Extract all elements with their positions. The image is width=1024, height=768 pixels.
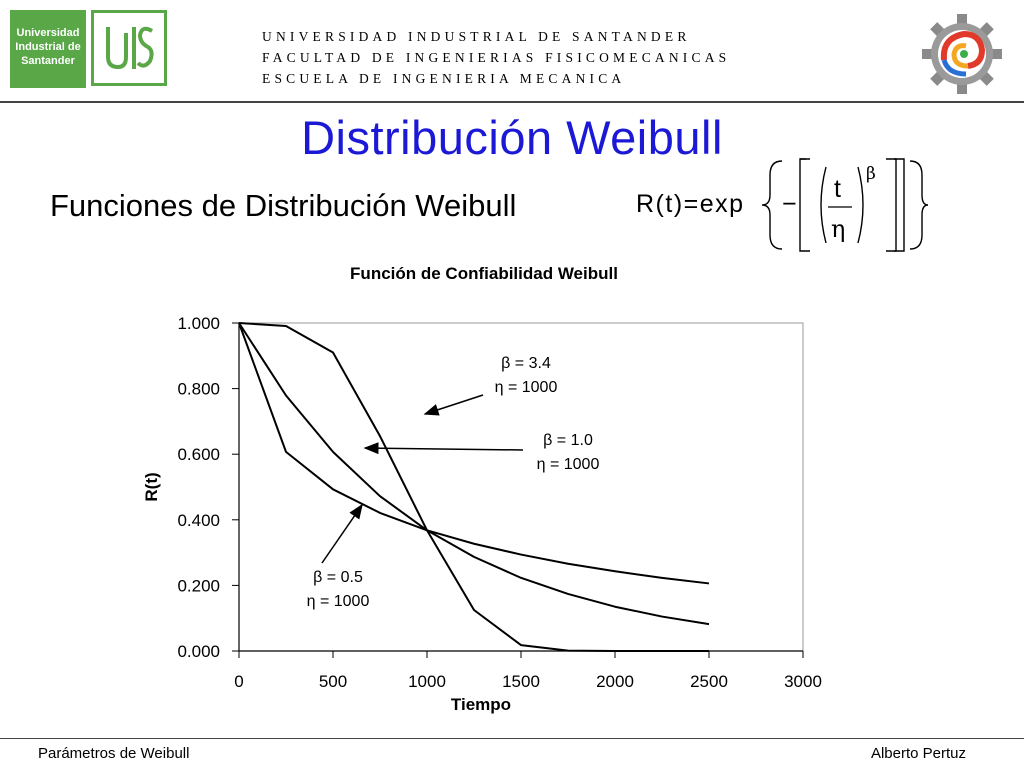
annotation-eta: η = 1000 — [495, 379, 558, 396]
formula-denominator: η — [831, 215, 845, 243]
footer-rule — [0, 738, 1024, 739]
x-tick-label: 2500 — [690, 672, 728, 691]
y-tick-label: 0.400 — [177, 511, 220, 530]
annotation-beta: β = 0.5 — [313, 569, 363, 586]
formula-numerator: t — [834, 175, 841, 203]
university-logo: Universidad Industrial de Santander — [10, 10, 86, 88]
annotation-eta: η = 1000 — [537, 456, 600, 473]
formula-outer-right-bracket — [894, 158, 905, 252]
uis-emblem-icon — [106, 26, 154, 70]
y-tick-label: 0.800 — [177, 380, 220, 399]
gear-icon — [922, 14, 1002, 94]
y-axis-label: R(t) — [142, 472, 161, 501]
formula-right-bracket — [886, 158, 897, 252]
annotation-arrow — [363, 442, 524, 455]
x-axis-label: Tiempo — [451, 695, 511, 714]
annotation-arrow — [321, 503, 363, 564]
y-tick-label: 0.000 — [177, 642, 220, 661]
institution-line-3: ESCUELA DE INGENIERIA MECANICA — [262, 71, 626, 86]
institution-header: UNIVERSIDAD INDUSTRIAL DE SANTANDER FACU… — [262, 26, 742, 89]
x-tick-label: 1000 — [408, 672, 446, 691]
slide-title: Distribución Weibull — [301, 111, 723, 164]
annotation-arrow — [423, 394, 484, 416]
institution-line-1: UNIVERSIDAD INDUSTRIAL DE SANTANDER — [262, 29, 691, 44]
footer-left-text: Parámetros de Weibull — [38, 745, 190, 762]
formula-minus: − — [782, 190, 797, 218]
logo-text-line-1: Universidad — [16, 27, 80, 39]
institution-line-2: FACULTAD DE INGENIERIAS FISICOMECANICAS — [262, 50, 731, 65]
x-tick-label: 3000 — [784, 672, 822, 691]
weibull-reliability-formula: R(t)=exp − t η β — [636, 158, 929, 252]
series-lines — [238, 322, 710, 652]
y-tick-label: 0.200 — [177, 576, 220, 595]
x-tick-label: 500 — [319, 672, 347, 691]
formula-exponent: β — [866, 164, 876, 184]
formula-lhs: R(t)=exp — [636, 190, 745, 218]
annotation-beta: β = 1.0 — [543, 432, 593, 449]
formula-right-paren — [857, 166, 864, 244]
header-rule — [0, 101, 1024, 103]
annotations: β = 3.4 η = 1000 β = 1.0 η = 1000 β = 0.5 η =… — [307, 355, 600, 610]
series-line-2 — [238, 322, 710, 626]
chart-title: Función de Confiabilidad Weibull — [350, 264, 618, 283]
formula-right-brace — [909, 160, 929, 250]
logo-text-line-2: Industrial de — [15, 41, 81, 53]
y-tick-label: 1.000 — [177, 314, 220, 333]
slide-subtitle: Funciones de Distribución Weibull — [50, 188, 517, 223]
series-line-1 — [238, 322, 710, 585]
y-tick-label: 0.600 — [177, 445, 220, 464]
school-gear-logo — [918, 8, 1006, 96]
x-tick-label: 1500 — [502, 672, 540, 691]
footer-right-text: Alberto Pertuz — [870, 745, 966, 762]
formula-left-brace — [761, 160, 783, 250]
uis-emblem-logo — [91, 10, 167, 86]
x-tick-label: 2000 — [596, 672, 634, 691]
annotation-eta: η = 1000 — [307, 593, 370, 610]
annotation-beta: β = 3.4 — [501, 355, 551, 372]
logo-text-line-3: Santander — [21, 55, 75, 67]
formula-left-paren — [820, 166, 827, 244]
tick-labels: 0.000 0.200 0.400 0.600 0.800 1.000 0 500 1000 15… — [177, 314, 821, 691]
x-tick-label: 0 — [234, 672, 243, 691]
